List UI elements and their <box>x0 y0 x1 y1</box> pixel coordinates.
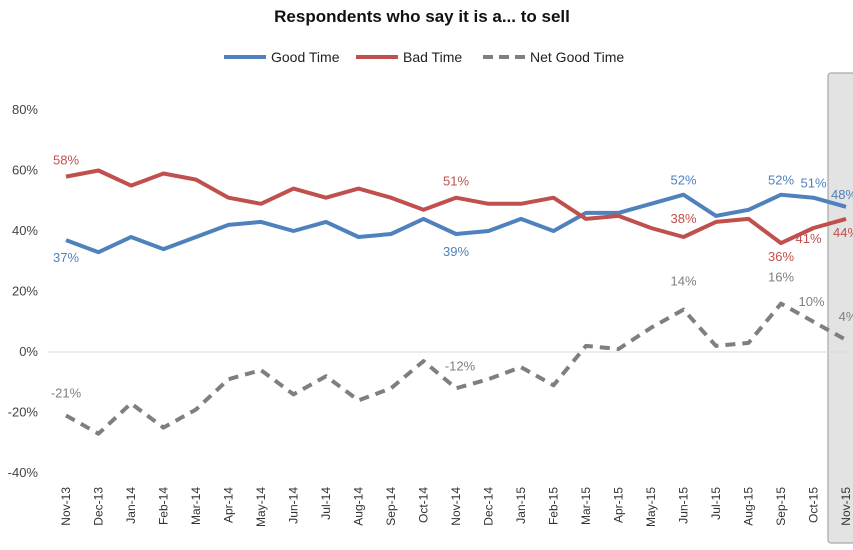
x-tick-label: Aug-14 <box>352 487 366 526</box>
x-tick-label: Jan-15 <box>514 487 528 524</box>
x-tick-label: Nov-13 <box>59 487 73 526</box>
x-tick-label: Jan-14 <box>124 487 138 524</box>
x-tick-label: May-14 <box>254 487 268 527</box>
x-tick-label: Sep-14 <box>384 487 398 526</box>
x-tick-label: Nov-14 <box>449 487 463 526</box>
x-tick-label: Mar-14 <box>189 487 203 525</box>
y-tick-label: 40% <box>12 223 38 238</box>
chart-legend: Good Time Bad Time Net Good Time <box>224 49 624 65</box>
data-label: 51% <box>443 174 469 189</box>
plot-area: -40% -20% 0% 20% 40% 60% 80% Nov-13 Dec-13 Jan-14… <box>8 72 853 544</box>
data-label: 41% <box>795 231 821 246</box>
data-label: 52% <box>768 173 794 188</box>
y-tick-label: 0% <box>19 344 38 359</box>
data-label: 16% <box>768 270 794 285</box>
chart-title: Respondents who say it is a... to sell <box>274 7 570 26</box>
x-tick-label: Feb-14 <box>157 487 171 525</box>
y-tick-label: -20% <box>8 405 39 420</box>
series-line-good-time <box>65 192 847 255</box>
legend-label: Bad Time <box>403 49 462 65</box>
series-line-bad-time <box>65 168 847 246</box>
x-tick-label: Jul-14 <box>319 487 333 520</box>
x-tick-label: Apr-14 <box>222 487 236 523</box>
data-label: 51% <box>800 176 826 191</box>
data-label: 52% <box>670 173 696 188</box>
data-label: 58% <box>53 153 79 168</box>
x-tick-label: Jul-15 <box>709 487 723 520</box>
x-tick-label: Jun-14 <box>287 487 301 524</box>
data-label: 14% <box>670 274 696 289</box>
y-tick-label: 80% <box>12 102 38 117</box>
data-label: 44% <box>833 225 853 240</box>
data-label: 39% <box>443 244 469 259</box>
x-tick-label: May-15 <box>644 487 658 527</box>
data-label: 10% <box>798 294 824 309</box>
highlight-band <box>827 72 853 544</box>
legend-label: Good Time <box>271 49 340 65</box>
x-tick-label: Mar-15 <box>579 487 593 525</box>
x-tick-label: Feb-15 <box>547 487 561 525</box>
x-tick-label: Aug-15 <box>742 487 756 526</box>
data-label: -21% <box>51 386 82 401</box>
x-tick-label: Apr-15 <box>612 487 626 523</box>
x-tick-label: Oct-14 <box>417 487 431 523</box>
data-label: 48% <box>831 187 853 202</box>
y-tick-label: 60% <box>12 163 38 178</box>
data-label: 37% <box>53 250 79 265</box>
data-label: 36% <box>768 249 794 264</box>
x-tick-label: Dec-14 <box>482 487 496 526</box>
series-line-net-good-time <box>65 301 847 436</box>
data-label: 38% <box>670 211 696 226</box>
x-tick-label: Nov-15 <box>839 487 853 526</box>
data-label: -12% <box>445 358 476 373</box>
x-tick-label: Dec-13 <box>92 487 106 526</box>
data-label: 4% <box>839 309 853 324</box>
x-tick-label: Sep-15 <box>774 487 788 526</box>
y-tick-label: -40% <box>8 465 39 480</box>
y-tick-label: 20% <box>12 284 38 299</box>
x-tick-label: Jun-15 <box>677 487 691 524</box>
x-tick-label: Oct-15 <box>807 487 821 523</box>
legend-label: Net Good Time <box>530 49 624 65</box>
